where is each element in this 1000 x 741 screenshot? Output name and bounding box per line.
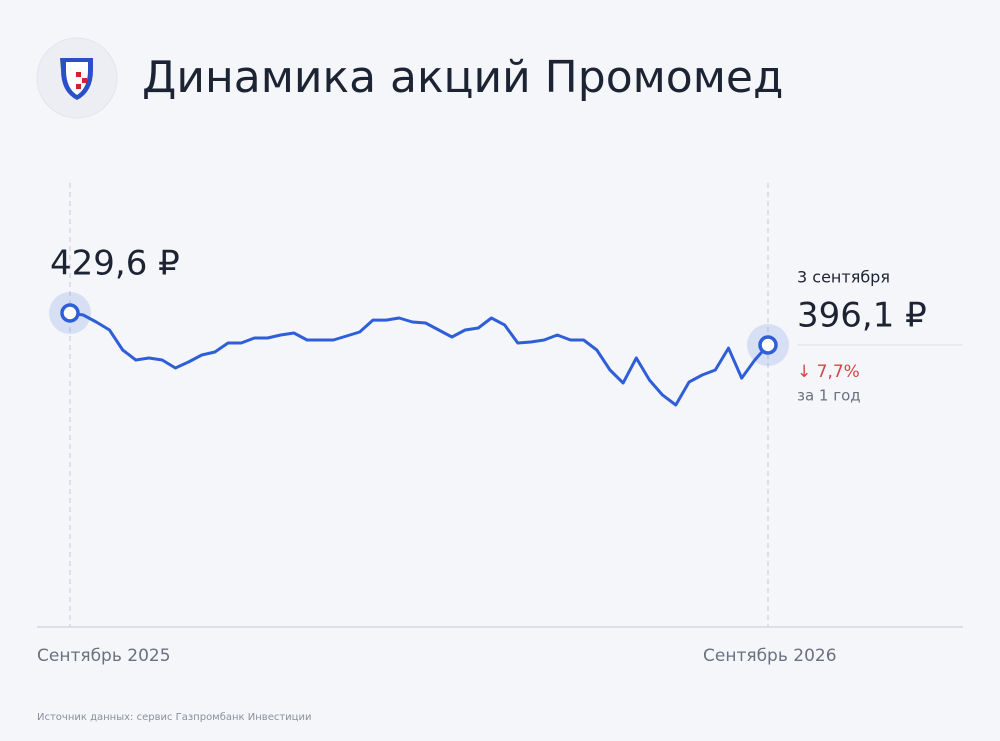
change-period: за 1 год — [797, 387, 861, 405]
end-value-label: 396,1 ₽ — [797, 296, 927, 336]
chart-title: Динамика акций Промомед — [142, 52, 783, 103]
x-label: Сентябрь 2025 — [37, 646, 171, 666]
logo — [36, 37, 118, 119]
point — [60, 303, 80, 323]
change-label: ↓ 7,7% — [797, 362, 860, 382]
end-date: 3 сентября — [797, 268, 890, 287]
price-line — [69, 311, 770, 407]
start-value-label: 429,6 ₽ — [50, 244, 180, 284]
point — [758, 335, 778, 355]
source: Источник данных: сервис Газпромбанк Инве… — [37, 712, 311, 723]
x-label: Сентябрь 2026 — [703, 646, 837, 666]
